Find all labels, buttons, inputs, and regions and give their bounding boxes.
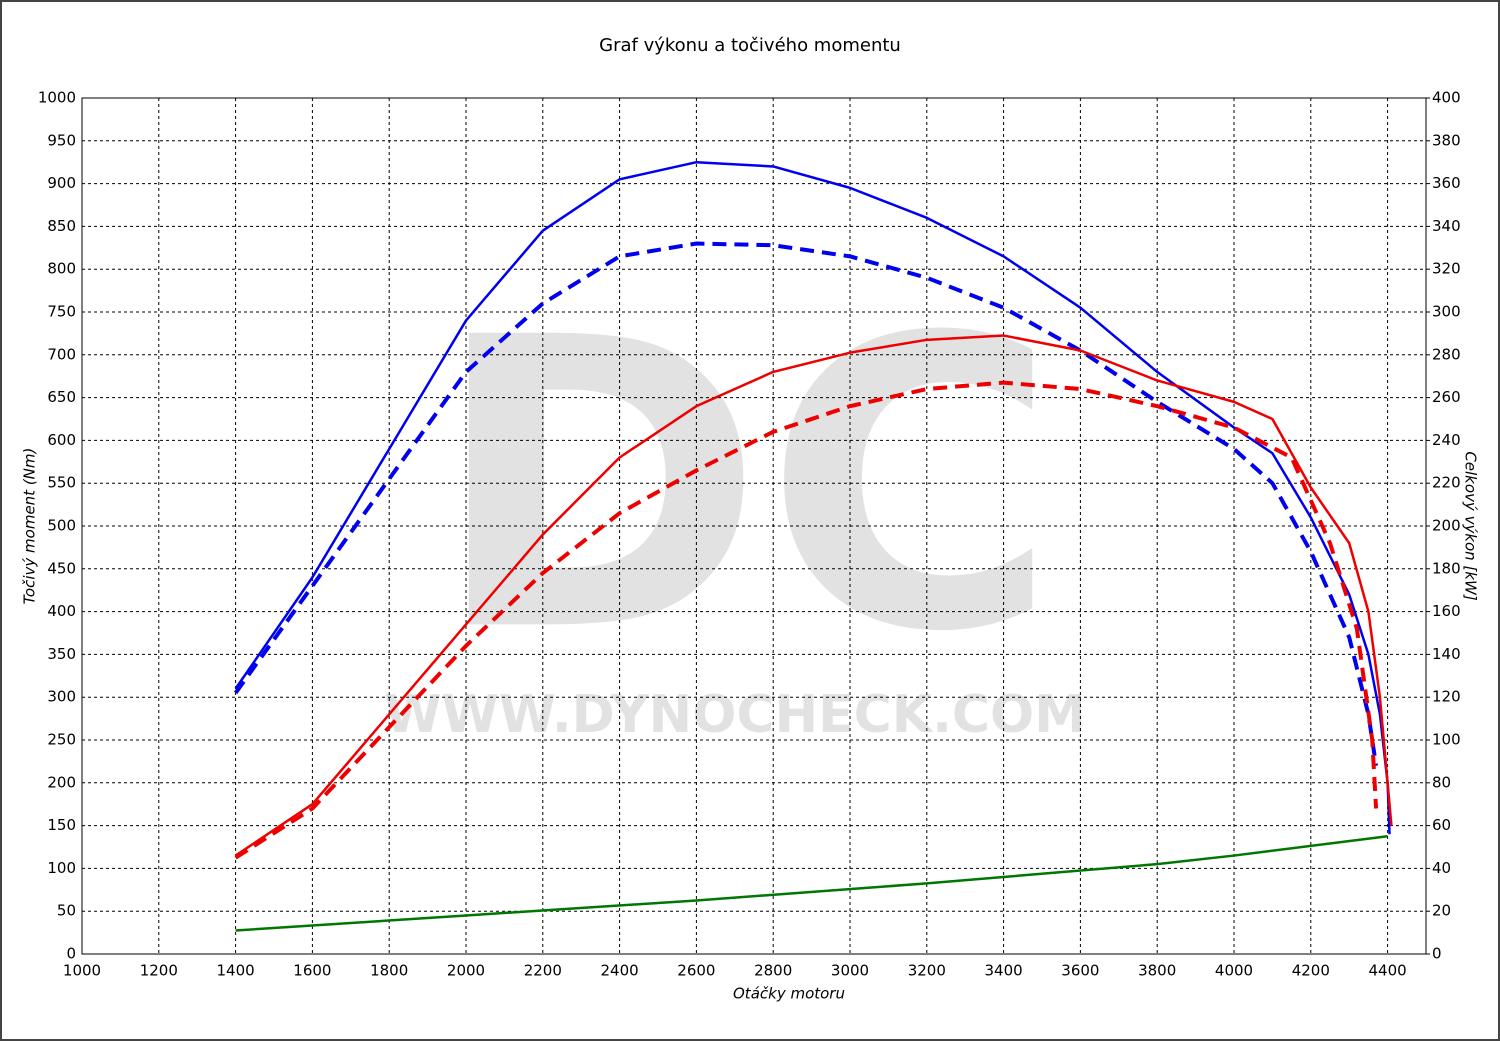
- x-tick-label: 2600: [677, 962, 715, 980]
- x-tick-label: 1400: [217, 962, 255, 980]
- x-tick-label: 3800: [1138, 962, 1176, 980]
- y-tick-label: 0: [66, 945, 76, 963]
- y2-tick-label: 360: [1432, 174, 1461, 192]
- y-tick-label: 150: [47, 816, 76, 834]
- y2-tick-label: 60: [1432, 816, 1451, 834]
- x-tick-label: 4200: [1292, 962, 1330, 980]
- x-tick-label: 2200: [524, 962, 562, 980]
- line: [234, 334, 1393, 857]
- y-tick-label: 450: [47, 559, 76, 577]
- y-tick-label: 400: [47, 602, 76, 620]
- y-tick-label: 650: [47, 388, 76, 406]
- y2-tick-label: 0: [1432, 945, 1442, 963]
- x-tick-label: 1000: [63, 962, 101, 980]
- y2-tick-label: 20: [1432, 902, 1451, 920]
- y-tick-label: 600: [47, 431, 76, 449]
- x-tick-label: 3600: [1061, 962, 1099, 980]
- y-tick-label: 500: [47, 517, 76, 535]
- chart-title: Graf výkonu a točivého momentu: [599, 35, 901, 56]
- x-tick-label: 2000: [447, 962, 485, 980]
- y2-tick-label: 140: [1432, 645, 1461, 663]
- y2-tick-label: 120: [1432, 688, 1461, 706]
- y2-tick-label: 340: [1432, 217, 1461, 235]
- x-tick-label: 2400: [601, 962, 639, 980]
- y2-tick-label: 80: [1432, 773, 1451, 791]
- y-tick-label: 200: [47, 773, 76, 791]
- plot-border: [81, 97, 1427, 955]
- x-tick-label: 1200: [140, 962, 178, 980]
- y-tick-label: 850: [47, 217, 76, 235]
- y2-tick-label: 300: [1432, 303, 1461, 321]
- y2-tick-label: 400: [1432, 89, 1461, 107]
- x-tick-label: 1800: [370, 962, 408, 980]
- y2-tick-label: 220: [1432, 474, 1461, 492]
- x-tick-label: 3200: [908, 962, 946, 980]
- y2-tick-label: 320: [1432, 260, 1461, 278]
- watermark: DC: [432, 254, 1058, 719]
- line: [234, 160, 1391, 835]
- y-tick-label: 300: [47, 688, 76, 706]
- y2-tick-label: 380: [1432, 131, 1461, 149]
- y2-tick-label: 240: [1432, 431, 1461, 449]
- y-tick-label: 900: [47, 174, 76, 192]
- y-tick-label: 100: [47, 859, 76, 877]
- y-tick-label: 550: [47, 474, 76, 492]
- x-tick-label: 2800: [754, 962, 792, 980]
- x-tick-label: 3400: [985, 962, 1023, 980]
- y-tick-label: 950: [47, 131, 76, 149]
- y-axis-label: Točivý moment (Nm): [21, 448, 39, 605]
- y-tick-label: 350: [47, 645, 76, 663]
- y-tick-label: 50: [57, 902, 76, 920]
- watermark: WWW.DYNOCHECK.COM: [384, 685, 1086, 745]
- x-tick-label: 4400: [1369, 962, 1407, 980]
- y2-tick-label: 180: [1432, 559, 1461, 577]
- line: [235, 835, 1388, 932]
- y-tick-label: 1000: [38, 89, 76, 107]
- y-tick-label: 800: [47, 260, 76, 278]
- y-tick-label: 750: [47, 303, 76, 321]
- y-tick-label: 250: [47, 731, 76, 749]
- x-tick-label: 4000: [1215, 962, 1253, 980]
- y-tick-label: 700: [47, 345, 76, 363]
- y2-tick-label: 40: [1432, 859, 1451, 877]
- x-axis-label: Otáčky motoru: [733, 985, 845, 1003]
- y2-axis-label: Celkový výkon [kW]: [1462, 451, 1480, 601]
- y2-tick-label: 100: [1432, 731, 1461, 749]
- y2-tick-label: 200: [1432, 517, 1461, 535]
- y2-tick-label: 260: [1432, 388, 1461, 406]
- x-tick-label: 3000: [831, 962, 869, 980]
- y2-tick-label: 280: [1432, 345, 1461, 363]
- x-tick-label: 1600: [293, 962, 331, 980]
- y2-tick-label: 160: [1432, 602, 1461, 620]
- line: [234, 380, 1379, 860]
